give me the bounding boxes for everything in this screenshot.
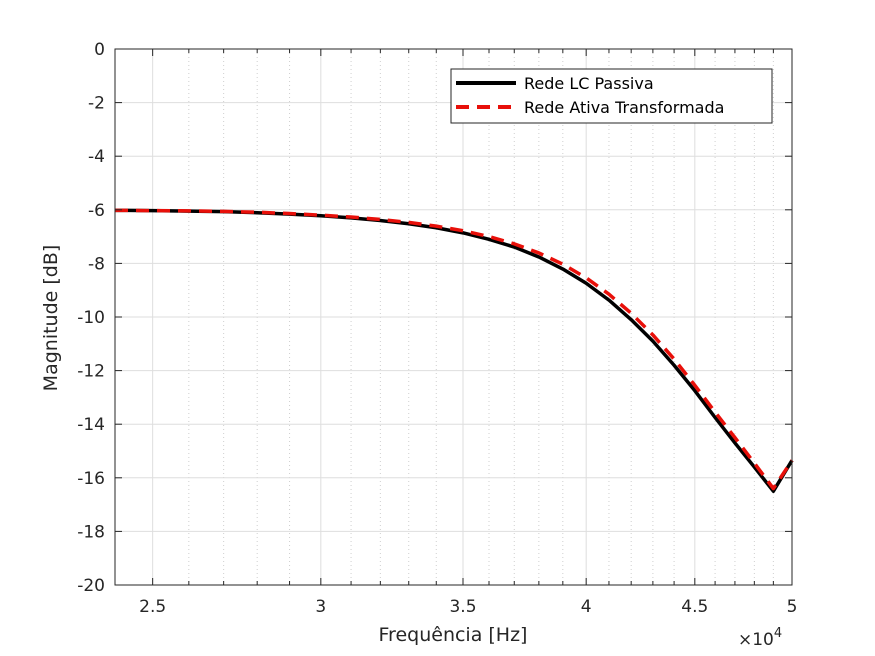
legend-label-rede-ativa-transformada: Rede Ativa Transformada <box>524 98 724 117</box>
y-tick-label: -12 <box>77 362 105 382</box>
y-tick-labels: 0 -2 -4 -6 -8 -10 -12 -14 -16 -18 -20 <box>77 40 105 596</box>
y-tick-label: -4 <box>88 147 105 167</box>
x-tick-label: 4.5 <box>681 597 708 617</box>
x-tick-labels: 2.5 3 3.5 4 4.5 5 <box>139 597 797 617</box>
axis-ticks <box>115 48 793 586</box>
legend-box <box>450 68 773 124</box>
y-tick-label: -18 <box>77 522 105 542</box>
x-tick-label: 3.5 <box>449 597 476 617</box>
y-tick-label: -8 <box>88 254 105 274</box>
x-axis-multiplier: ×104 <box>738 626 782 650</box>
y-tick-label: -14 <box>77 415 105 435</box>
series-layer <box>114 208 794 493</box>
legend: Rede LC Passiva Rede Ativa Transformada <box>450 68 773 124</box>
x-tick-label: 4 <box>581 597 592 617</box>
y-tick-label: -20 <box>77 576 105 596</box>
series-line-rede-ativa-transformada <box>114 208 794 491</box>
x-tick-label: 2.5 <box>139 597 166 617</box>
x-tick-label: 3 <box>315 597 326 617</box>
x-axis-title: Frequência [Hz] <box>379 624 528 646</box>
legend-label-rede-lc-passiva: Rede LC Passiva <box>524 74 654 93</box>
x-tick-label: 5 <box>787 597 798 617</box>
y-tick-label: -16 <box>77 469 105 489</box>
y-tick-label: -6 <box>88 201 105 221</box>
y-tick-label: -2 <box>88 94 105 114</box>
y-tick-label: -10 <box>77 308 105 328</box>
y-axis-title: Magnitude [dB] <box>40 245 62 392</box>
y-tick-label: 0 <box>94 40 105 60</box>
